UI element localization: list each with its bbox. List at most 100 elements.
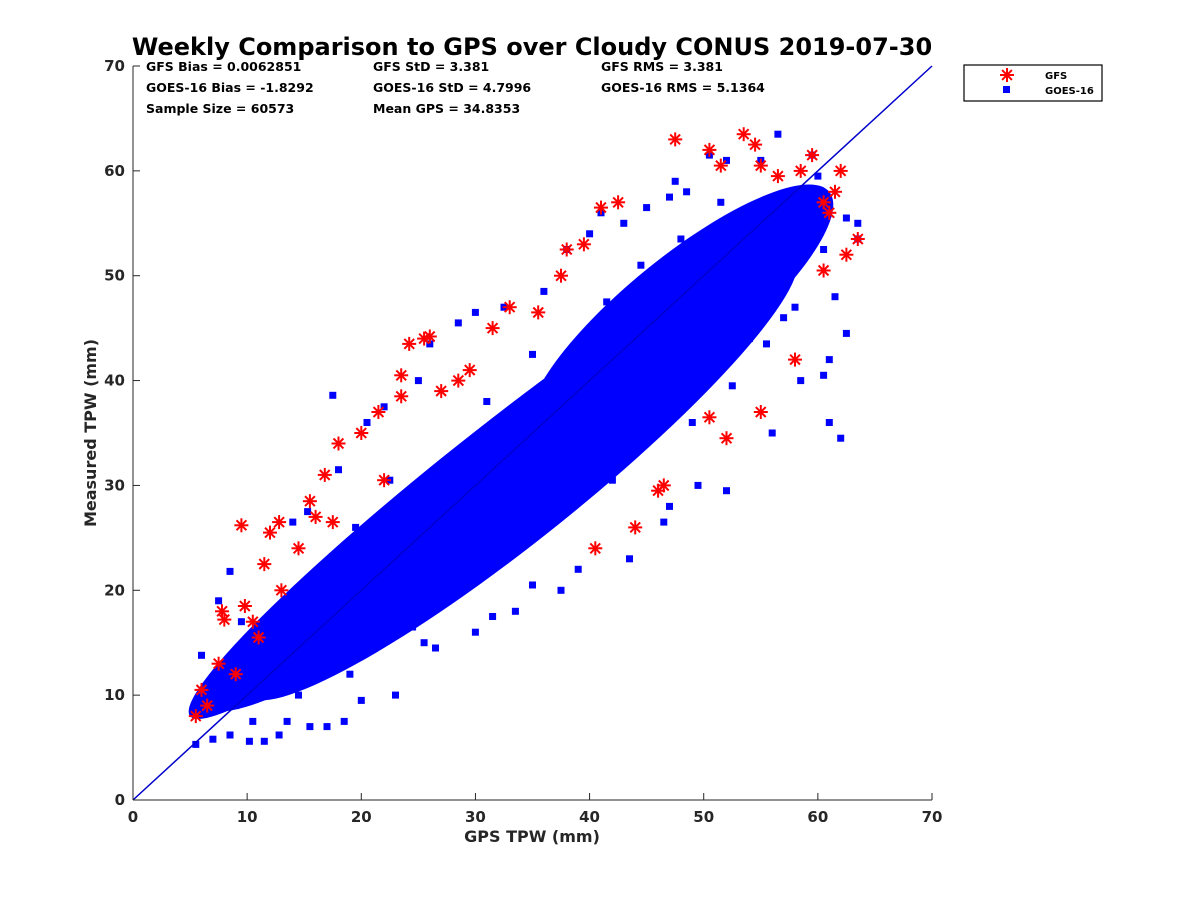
goes16-point (825, 356, 833, 364)
gfs-point-stroke (247, 616, 259, 628)
gfs-point-stroke (452, 374, 465, 387)
gfs-point-stroke (817, 196, 830, 209)
gfs-point-stroke (319, 469, 331, 481)
goes16-point (529, 350, 536, 358)
gfs-point-stroke (292, 542, 305, 555)
gfs-point (816, 195, 831, 210)
gfs-point (736, 127, 751, 142)
gfs-point-stroke (273, 516, 285, 528)
goes16-point (842, 329, 850, 337)
stat-gfs-bias: GFS Bias = 0.0062851 (146, 59, 301, 74)
stat-gfs-rms: GFS RMS = 3.381 (601, 59, 723, 74)
gfs-point-stroke (669, 133, 681, 146)
gfs-point-stroke (275, 584, 288, 596)
gfs-point (302, 494, 317, 509)
goes16-point (226, 567, 234, 575)
goes16-point (409, 623, 417, 631)
stat-sample-size: Sample Size = 60573 (146, 101, 294, 116)
gfs-point (234, 518, 249, 533)
gfs-point (228, 667, 243, 682)
gfs-point-stroke (195, 684, 208, 696)
x-tick-label: 70 (922, 808, 943, 826)
goes16-point (275, 731, 283, 739)
gfs-point-stroke (834, 165, 847, 177)
goes16-point (245, 737, 253, 745)
goes16-point (471, 628, 479, 636)
gfs-point-stroke (230, 668, 242, 680)
goes16-point (295, 691, 302, 699)
gfs-point-stroke (806, 149, 818, 161)
gfs-point (651, 483, 666, 498)
gfs-point-stroke (309, 511, 322, 523)
gfs-point-stroke (532, 306, 544, 319)
goes16-point (723, 487, 730, 495)
stat-mean-gps: Mean GPS = 34.8353 (373, 101, 520, 116)
gfs-point (291, 541, 306, 556)
goes16-points (192, 130, 862, 748)
gfs-point-stroke (755, 406, 767, 418)
gfs-point (308, 509, 323, 524)
gfs-point-stroke (332, 437, 345, 450)
gfs-point (713, 158, 728, 173)
x-tick-label: 60 (807, 808, 828, 826)
gfs-point (793, 163, 808, 178)
goes16-point (837, 434, 845, 442)
gfs-point (434, 384, 449, 399)
gfs-point (451, 373, 466, 388)
gfs-point (531, 305, 546, 320)
goes16-point (357, 696, 365, 704)
goes16-point (260, 737, 268, 745)
gfs-points (188, 127, 865, 724)
gfs-point-stroke (503, 301, 516, 313)
gfs-point (402, 336, 417, 351)
gfs-point-stroke (258, 558, 270, 570)
goes16-point (489, 613, 497, 620)
gfs-point-stroke (239, 600, 251, 612)
gfs-point (594, 200, 608, 215)
gfs-point (770, 169, 785, 184)
goes16-point (643, 204, 651, 212)
goes16-point (854, 219, 862, 227)
gfs-point-stroke (424, 330, 436, 343)
gfs-point-stroke (829, 186, 841, 198)
gfs-point-stroke (795, 165, 807, 177)
goes16-point (471, 308, 479, 316)
y-tick-label: 40 (104, 372, 125, 390)
gfs-point (394, 368, 409, 383)
goes16-point (677, 235, 685, 243)
goes16-point (797, 377, 805, 385)
goes16-point (666, 193, 673, 201)
goes16-point (683, 188, 691, 196)
gfs-point-stroke (264, 526, 276, 539)
gfs-point (211, 656, 226, 671)
goes16-point (540, 429, 548, 437)
gfs-point (251, 630, 266, 645)
stat-goes-std: GOES-16 StD = 4.7996 (373, 80, 531, 95)
gfs-point-stroke (578, 238, 590, 250)
y-tick-label: 30 (104, 476, 125, 494)
gfs-point-stroke (216, 605, 228, 617)
gfs-point-stroke (823, 207, 835, 219)
goes16-point (820, 371, 828, 379)
gfs-point (422, 329, 437, 344)
gfs-point-stroke (464, 364, 476, 376)
gfs-point (245, 614, 260, 629)
gfs-point-stroke (852, 233, 864, 245)
goes16-point (363, 419, 371, 426)
legend-gfs-label: GFS (1045, 71, 1067, 82)
gfs-point-stroke (435, 385, 447, 397)
gfs-point (272, 515, 287, 530)
goes16-point (357, 592, 365, 599)
gfs-point (502, 300, 517, 315)
gfs-point (354, 426, 369, 440)
gfs-point (194, 682, 209, 697)
gfs-point-stroke (595, 201, 607, 214)
goes16-point (392, 691, 399, 699)
gfs-point (628, 520, 643, 535)
goes16-point (637, 261, 645, 269)
goes16-point (717, 198, 725, 206)
goes16-point (768, 429, 776, 437)
legend-gfs-marker (1000, 68, 1014, 82)
goes16-point (603, 298, 611, 306)
gfs-point (611, 195, 626, 210)
